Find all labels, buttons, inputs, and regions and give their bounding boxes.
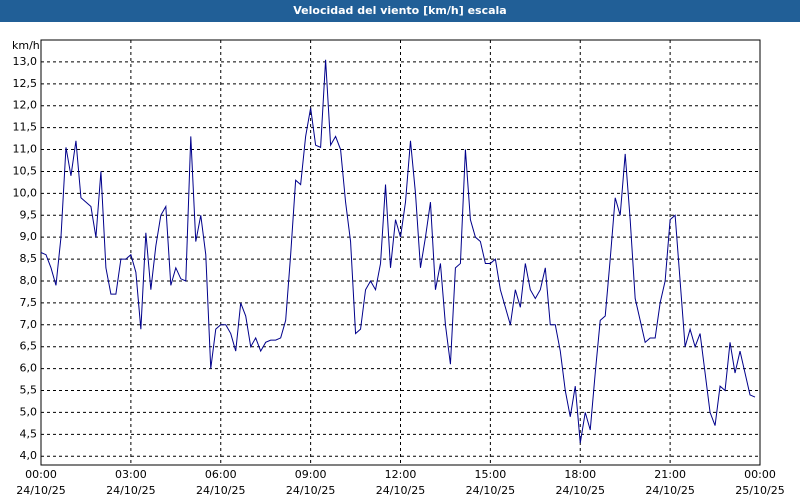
- y-tick-label: 9,5: [20, 208, 38, 221]
- x-tick-label: 21:00: [654, 468, 686, 481]
- x-tick-date: 24/10/25: [376, 484, 425, 497]
- y-tick-label: 6,5: [20, 340, 38, 353]
- y-tick-label: 8,0: [20, 274, 38, 287]
- y-tick-label: 5,0: [20, 405, 38, 418]
- y-tick-label: 10,0: [13, 186, 38, 199]
- x-tick-date: 24/10/25: [16, 484, 65, 497]
- x-tick-date: 24/10/25: [466, 484, 515, 497]
- x-tick-label: 00:00: [744, 468, 776, 481]
- y-tick-label: 7,5: [20, 296, 38, 309]
- x-tick-date: 25/10/25: [735, 484, 784, 497]
- y-axis-label: km/h: [12, 39, 40, 52]
- x-tick-label: 03:00: [115, 468, 147, 481]
- y-tick-label: 8,5: [20, 252, 38, 265]
- y-tick-label: 4,0: [20, 449, 38, 462]
- x-tick-label: 18:00: [564, 468, 596, 481]
- x-tick-date: 24/10/25: [196, 484, 245, 497]
- x-tick-label: 06:00: [205, 468, 237, 481]
- x-tick-date: 24/10/25: [556, 484, 605, 497]
- y-tick-label: 5,5: [20, 384, 38, 397]
- x-tick-label: 12:00: [385, 468, 417, 481]
- y-tick-label: 10,5: [13, 164, 38, 177]
- x-tick-date: 24/10/25: [106, 484, 155, 497]
- x-tick-label: 15:00: [475, 468, 507, 481]
- y-tick-label: 11,5: [13, 121, 38, 134]
- y-tick-label: 12,0: [13, 99, 38, 112]
- y-tick-label: 12,5: [13, 77, 38, 90]
- y-tick-label: 4,5: [20, 427, 38, 440]
- x-tick-label: 00:00: [25, 468, 57, 481]
- y-tick-label: 7,0: [20, 318, 38, 331]
- data-line: [40, 59, 756, 444]
- y-tick-label: 6,0: [20, 362, 38, 375]
- x-tick-date: 24/10/25: [645, 484, 694, 497]
- y-tick-label: 11,0: [13, 143, 38, 156]
- chart-title: Velocidad del viento [km/h] escala: [0, 0, 800, 22]
- y-tick-label: 13,0: [13, 55, 38, 68]
- x-tick-date: 24/10/25: [286, 484, 335, 497]
- x-tick-label: 09:00: [295, 468, 327, 481]
- y-tick-label: 9,0: [20, 230, 38, 243]
